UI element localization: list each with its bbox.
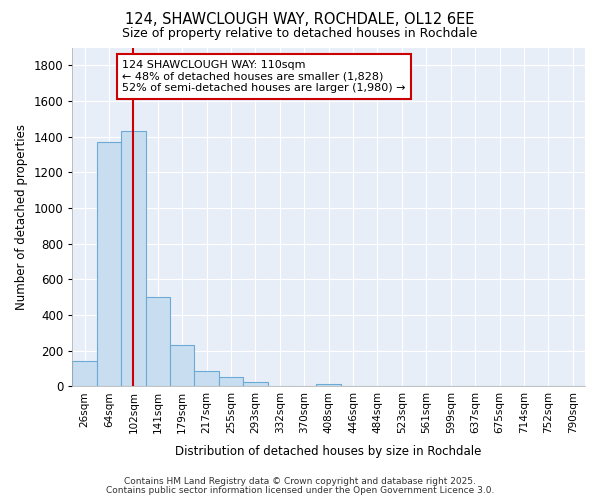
Bar — [219, 376, 243, 386]
Bar — [146, 297, 170, 386]
Bar — [73, 362, 97, 386]
Text: Contains public sector information licensed under the Open Government Licence 3.: Contains public sector information licen… — [106, 486, 494, 495]
Bar — [170, 346, 194, 387]
Text: Size of property relative to detached houses in Rochdale: Size of property relative to detached ho… — [122, 28, 478, 40]
Bar — [97, 142, 121, 386]
Bar — [316, 384, 341, 386]
Y-axis label: Number of detached properties: Number of detached properties — [15, 124, 28, 310]
X-axis label: Distribution of detached houses by size in Rochdale: Distribution of detached houses by size … — [175, 444, 482, 458]
Bar — [194, 371, 219, 386]
Text: 124, SHAWCLOUGH WAY, ROCHDALE, OL12 6EE: 124, SHAWCLOUGH WAY, ROCHDALE, OL12 6EE — [125, 12, 475, 28]
Bar — [243, 382, 268, 386]
Bar — [121, 132, 146, 386]
Text: 124 SHAWCLOUGH WAY: 110sqm
← 48% of detached houses are smaller (1,828)
52% of s: 124 SHAWCLOUGH WAY: 110sqm ← 48% of deta… — [122, 60, 406, 93]
Text: Contains HM Land Registry data © Crown copyright and database right 2025.: Contains HM Land Registry data © Crown c… — [124, 477, 476, 486]
